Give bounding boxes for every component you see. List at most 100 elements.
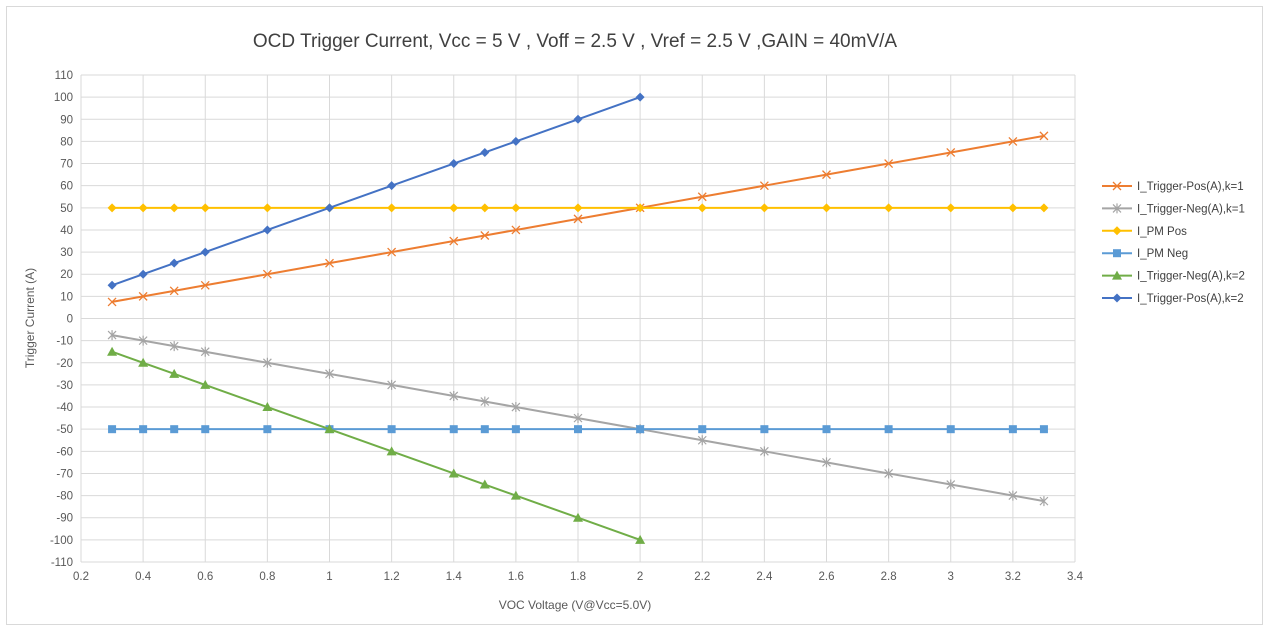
legend-entry: I_Trigger-Neg(A),k=1 <box>1102 203 1245 215</box>
data-point <box>387 181 397 191</box>
y-tick-label: 0 <box>67 314 73 326</box>
y-tick-label: -70 <box>56 468 73 480</box>
data-point <box>138 291 148 301</box>
data-point <box>325 368 334 379</box>
data-point <box>107 330 117 341</box>
data-point <box>324 424 335 434</box>
data-point <box>201 425 210 434</box>
data-point <box>387 203 397 213</box>
legend-entry: I_Trigger-Pos(A),k=1 <box>1102 181 1244 193</box>
data-point <box>1039 203 1049 213</box>
legend-label: I_PM Neg <box>1137 248 1188 260</box>
data-point <box>946 203 956 213</box>
data-point <box>169 203 179 213</box>
x-tick-label: 1.2 <box>384 571 400 583</box>
data-point <box>262 357 272 368</box>
data-point <box>138 269 148 279</box>
legend-label: I_Trigger-Neg(A),k=1 <box>1137 203 1245 215</box>
data-point <box>107 297 117 307</box>
x-tick-label: 0.4 <box>135 571 152 583</box>
data-point <box>449 390 459 401</box>
data-point <box>573 114 583 124</box>
y-tick-label: 30 <box>60 247 73 259</box>
data-point <box>760 425 769 434</box>
grid-lines <box>80 74 1076 563</box>
y-tick-label: -60 <box>56 446 73 458</box>
data-point <box>200 203 210 213</box>
y-axis-label: Trigger Current (A) <box>23 268 37 368</box>
data-point <box>107 203 117 213</box>
data-point <box>511 425 520 434</box>
series-6 <box>107 92 645 290</box>
data-point <box>697 192 707 202</box>
y-tick-label: 60 <box>60 181 73 193</box>
y-axis-ticks: -110-100-90-80-70-60-50-40-30-20-1001020… <box>50 70 73 569</box>
x-tick-label: 1 <box>326 571 332 583</box>
data-point <box>480 203 490 213</box>
data-point <box>170 425 179 434</box>
data-point <box>449 203 459 213</box>
data-point <box>573 214 583 224</box>
data-point <box>386 446 397 456</box>
y-tick-label: 100 <box>54 92 73 104</box>
data-point <box>107 280 117 290</box>
data-point <box>169 341 179 352</box>
data-point <box>698 425 707 434</box>
data-point <box>108 425 117 434</box>
data-point <box>511 225 521 235</box>
data-point <box>759 181 769 191</box>
data-point <box>1039 425 1048 434</box>
y-tick-label: -50 <box>56 424 73 436</box>
legend-entry: I_Trigger-Neg(A),k=2 <box>1102 270 1245 283</box>
chart-title: OCD Trigger Current, Vcc = 5 V , Voff = … <box>253 31 897 52</box>
data-point <box>573 203 583 213</box>
data-point <box>511 402 521 413</box>
data-point <box>325 203 334 213</box>
x-tick-label: 2.4 <box>756 571 773 583</box>
data-point <box>1008 203 1018 213</box>
line-chart: OCD Trigger Current, Vcc = 5 V , Voff = … <box>23 31 1245 612</box>
data-point <box>822 425 831 434</box>
x-tick-label: 1.6 <box>508 571 524 583</box>
y-tick-label: 40 <box>60 225 73 237</box>
data-point <box>635 203 645 213</box>
data-point <box>138 335 148 346</box>
data-point <box>169 258 179 268</box>
y-tick-label: -40 <box>56 402 73 414</box>
data-point <box>107 346 118 356</box>
y-tick-label: -20 <box>56 358 73 370</box>
data-point <box>946 148 956 157</box>
x-tick-label: 3.4 <box>1067 571 1084 583</box>
series-1 <box>107 131 1049 307</box>
x-tick-label: 0.6 <box>197 571 213 583</box>
data-point <box>480 231 490 240</box>
series-4 <box>108 425 1048 434</box>
y-tick-label: 80 <box>60 136 73 148</box>
data-point <box>884 159 894 169</box>
data-point <box>262 402 273 412</box>
data-point <box>574 425 582 434</box>
legend-marker <box>1112 226 1122 236</box>
data-point <box>480 147 490 157</box>
data-point <box>1039 496 1049 507</box>
legend-label: I_PM Pos <box>1137 226 1187 238</box>
y-tick-label: 50 <box>60 203 73 215</box>
data-point <box>1039 131 1049 141</box>
x-tick-label: 2.8 <box>881 571 897 583</box>
data-point <box>573 413 583 424</box>
data-point <box>325 258 334 268</box>
data-point <box>200 280 210 290</box>
data-point <box>200 379 211 389</box>
data-point <box>138 357 149 367</box>
x-tick-label: 0.8 <box>259 571 275 583</box>
y-tick-label: -110 <box>51 557 73 569</box>
data-point <box>697 435 707 446</box>
y-tick-label: 90 <box>60 114 73 126</box>
data-point <box>262 225 272 235</box>
y-tick-label: -100 <box>50 535 73 547</box>
legend-marker <box>1113 249 1121 258</box>
data-point <box>1008 136 1018 146</box>
x-tick-label: 0.2 <box>73 571 89 583</box>
data-point <box>635 92 645 102</box>
series-group <box>107 92 1049 544</box>
